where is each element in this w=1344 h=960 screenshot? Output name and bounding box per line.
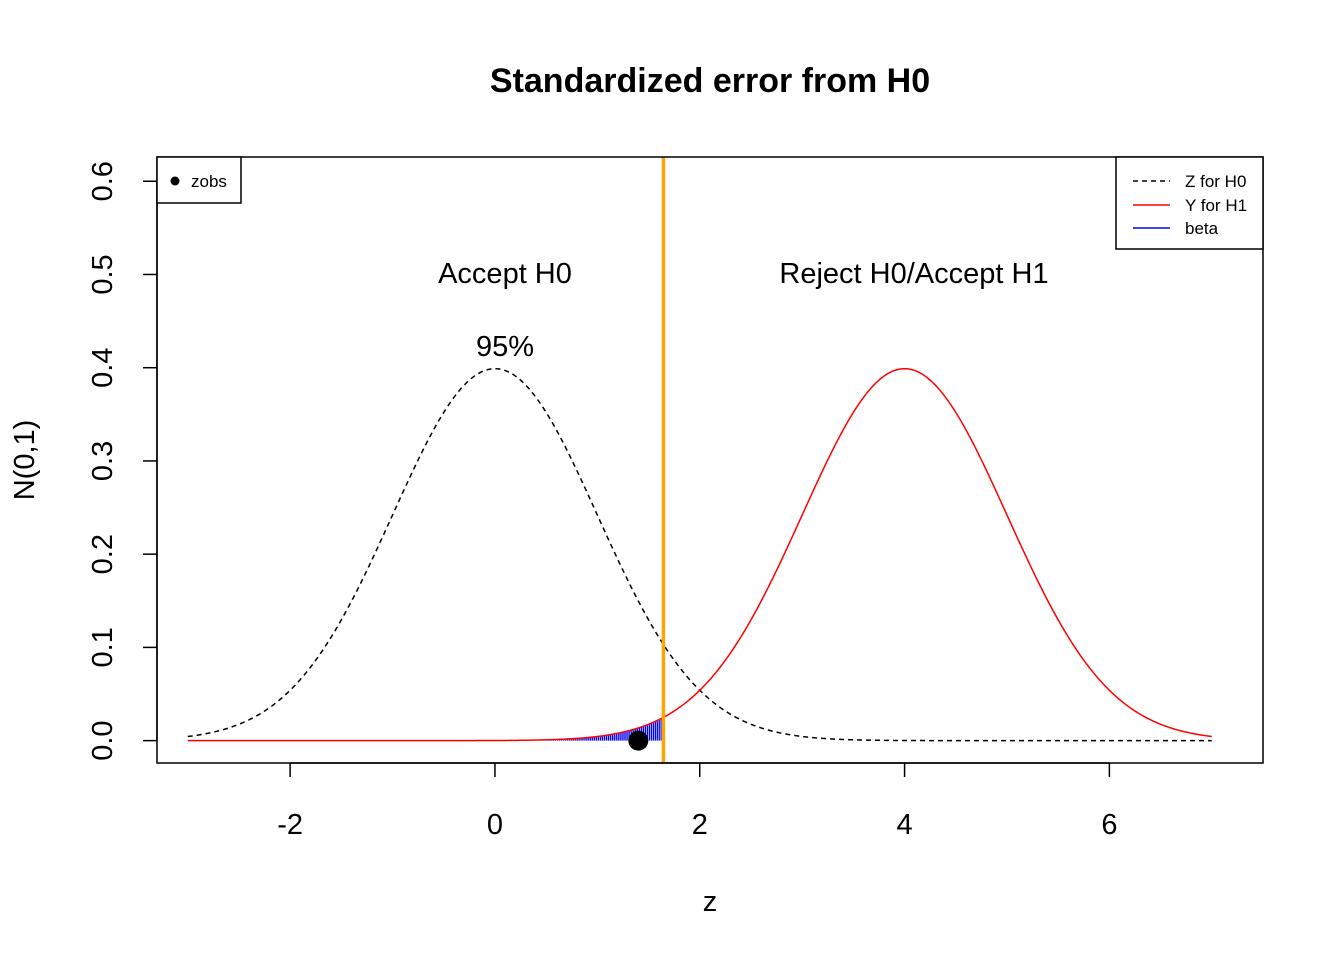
chart-title: Standardized error from H0: [490, 62, 930, 100]
y-tick-label: 0.2: [87, 534, 119, 574]
plot-content: [187, 157, 1212, 763]
legend-series-box: [1115, 156, 1264, 250]
annotation-accept-h0: Accept H0: [438, 258, 572, 290]
x-tick-label: 6: [1101, 809, 1117, 841]
y-tick-label: 0.1: [87, 627, 119, 667]
x-tick-label: 4: [897, 809, 913, 841]
x-tick-label: -2: [277, 809, 303, 841]
y-tick-label: 0.6: [87, 161, 119, 201]
y-tick-label: 0.5: [87, 254, 119, 294]
legend-y-for-h1-label: Y for H1: [1185, 196, 1247, 215]
series-y-for-h1: [187, 367, 1212, 742]
legend-beta-label: beta: [1185, 219, 1219, 238]
legend-z-for-h0-label: Z for H0: [1185, 172, 1246, 191]
y-tick-label: 0.3: [87, 441, 119, 481]
x-axis: -2 0 2 4 6: [277, 762, 1117, 841]
y-axis-title: N(0,1): [9, 420, 41, 501]
annotation-95-percent: 95%: [476, 331, 534, 363]
plot-frame: [156, 156, 1264, 764]
x-tick-label: 2: [692, 809, 708, 841]
legend-zobs: zobs: [156, 156, 242, 204]
y-tick-label: 0.4: [87, 348, 119, 388]
annotation-reject-h0: Reject H0/Accept H1: [779, 258, 1048, 290]
zobs-point: [628, 730, 649, 751]
x-tick-label: 0: [487, 809, 503, 841]
legend-zobs-dot-icon: [170, 176, 180, 186]
legend-zobs-label: zobs: [191, 172, 227, 191]
x-axis-title: z: [703, 886, 718, 918]
legend-series: Z for H0 Y for H1 beta: [1115, 156, 1264, 250]
series-z-for-h0: [187, 367, 1212, 742]
y-tick-label: 0.0: [87, 720, 119, 760]
y-axis: 0.0 0.1 0.2 0.3 0.4 0.5 0.6: [87, 161, 158, 761]
